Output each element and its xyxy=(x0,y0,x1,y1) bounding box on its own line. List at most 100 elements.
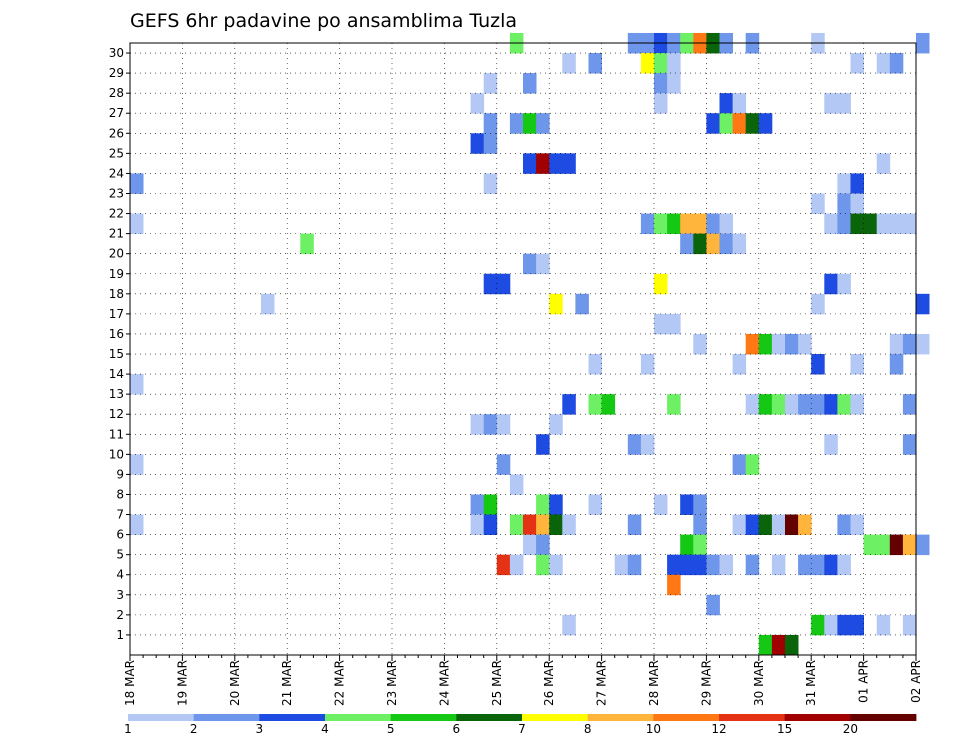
heatmap-cell-120 xyxy=(496,414,511,435)
heatmap-cell-85 xyxy=(916,293,930,315)
y-tick-label: 28 xyxy=(109,86,124,100)
heatmap-cell-22 xyxy=(654,73,668,94)
heatmap-cell-139 xyxy=(693,494,707,515)
heatmap-cell-24 xyxy=(470,93,485,114)
heatmap-cell-192 xyxy=(902,614,917,636)
heatmap-cell-122 xyxy=(536,434,550,455)
heatmap-cell-157 xyxy=(850,514,864,536)
x-tick-label: 01 APR xyxy=(857,660,871,703)
heatmap-cell-126 xyxy=(902,434,917,455)
heatmap-cell-38 xyxy=(758,113,773,134)
heatmap-cell-12 xyxy=(562,53,576,74)
heatmap-cell-127 xyxy=(130,454,144,475)
heatmap-cell-75 xyxy=(536,253,550,275)
heatmap-cell-155 xyxy=(798,514,812,536)
heatmap-cell-48 xyxy=(837,173,851,194)
y-tick-label: 14 xyxy=(109,367,124,381)
heatmap-cell-61 xyxy=(824,213,838,235)
heatmap-cell-101 xyxy=(850,354,864,375)
heatmap-cell-44 xyxy=(562,153,576,174)
heatmap-cell-19 xyxy=(889,53,904,74)
heatmap-cell-47 xyxy=(483,173,498,194)
heatmap-cell-153 xyxy=(771,514,786,536)
x-tick-label: 24 MAR xyxy=(437,660,451,706)
heatmap-cell-104 xyxy=(562,394,576,415)
x-tick-label: 21 MAR xyxy=(280,660,294,706)
heatmap-cell-34 xyxy=(706,113,720,134)
heatmap-cell-123 xyxy=(627,434,642,455)
heatmap-cell-187 xyxy=(811,614,825,636)
heatmap-cell-117 xyxy=(902,394,917,415)
heatmap-cell-35 xyxy=(719,113,733,134)
colorbar-label: 3 xyxy=(256,722,264,736)
x-axis: 18 MAR 19 MAR 20 MAR 21 MAR 22 MAR 23 MAR 24 M… xyxy=(123,655,923,706)
heatmap-cell-191 xyxy=(876,614,891,636)
heatmap-cell-14 xyxy=(640,53,655,74)
y-tick-label: 27 xyxy=(109,106,124,120)
heatmap-cell-21 xyxy=(523,73,537,94)
heatmap-cell-39 xyxy=(470,133,485,154)
heatmap-cell-188 xyxy=(824,614,838,636)
heatmap-cell-186 xyxy=(562,614,576,636)
heatmap-cell-66 xyxy=(889,213,904,235)
chart-title: GEFS 6hr padavine po ansamblima Tuzla xyxy=(130,10,517,32)
heatmap-cell-36 xyxy=(732,113,747,134)
colorbar-label: 12 xyxy=(711,722,726,736)
heatmap-cell-195 xyxy=(785,634,799,656)
heatmap-cell-130 xyxy=(745,454,760,475)
heatmap-cell-159 xyxy=(536,534,550,556)
heatmap-cell-118 xyxy=(470,414,485,435)
heatmap-cell-74 xyxy=(523,253,537,275)
colorbar-label: 1 xyxy=(124,722,132,736)
x-tick-label: 19 MAR xyxy=(175,660,189,706)
heatmap-cell-124 xyxy=(640,434,655,455)
heatmap-cell-65 xyxy=(876,213,891,235)
heatmap-cell-50 xyxy=(811,193,825,214)
heatmap-cell-52 xyxy=(850,193,864,214)
colorbar-swatch xyxy=(587,714,654,721)
heatmap-cell-84 xyxy=(811,293,825,315)
heatmap-cell-152 xyxy=(758,514,773,536)
heatmap-cell-137 xyxy=(654,494,668,515)
heatmap-cell-190 xyxy=(850,614,864,636)
y-tick-label: 6 xyxy=(116,528,124,542)
colorbar-label: 10 xyxy=(646,722,661,736)
heatmap-cell-23 xyxy=(667,73,681,94)
colorbar: 1 2 3 4 5 6 7 8 10 12 15 20 xyxy=(124,714,917,736)
y-tick-label: 16 xyxy=(109,327,124,341)
heatmap-cell-105 xyxy=(588,394,602,415)
heatmap-cell-148 xyxy=(627,514,642,536)
heatmap-cell-73 xyxy=(732,233,747,255)
colorbar-label: 20 xyxy=(843,722,858,736)
heatmap-cell-184 xyxy=(667,574,681,596)
heatmap-cell-144 xyxy=(523,514,537,536)
heatmap-cell-160 xyxy=(680,534,694,556)
heatmap-cell-63 xyxy=(850,213,864,235)
heatmap-cell-129 xyxy=(732,454,747,475)
heatmap-cell-56 xyxy=(667,213,681,235)
y-tick-label: 19 xyxy=(109,267,124,281)
y-tick-label: 2 xyxy=(116,608,124,622)
heatmap-cell-103 xyxy=(130,374,144,395)
colorbar-swatch xyxy=(390,714,457,721)
heatmap-cell-79 xyxy=(824,273,838,295)
heatmap-cell-164 xyxy=(889,534,904,556)
heatmap-cell-26 xyxy=(719,93,733,114)
heatmap-cell-150 xyxy=(732,514,747,536)
heatmap-cell-92 xyxy=(785,333,799,355)
heatmap-cell-132 xyxy=(470,494,485,515)
heatmap-cell-142 xyxy=(483,514,498,536)
x-tick-label: 27 MAR xyxy=(595,660,609,706)
heatmap-cell-168 xyxy=(509,554,524,576)
heatmap-cell-90 xyxy=(758,333,773,355)
heatmap-cell-51 xyxy=(837,193,851,214)
heatmap-cell-53 xyxy=(130,213,144,235)
colorbar-swatch xyxy=(193,714,260,721)
heatmap-cells xyxy=(130,32,930,656)
heatmap-cell-177 xyxy=(719,554,733,576)
heatmap-cell-28 xyxy=(824,93,838,114)
heatmap-cell-108 xyxy=(745,394,760,415)
heatmap-cell-147 xyxy=(562,514,576,536)
heatmap-cell-49 xyxy=(850,173,864,194)
heatmap-cell-60 xyxy=(719,213,733,235)
